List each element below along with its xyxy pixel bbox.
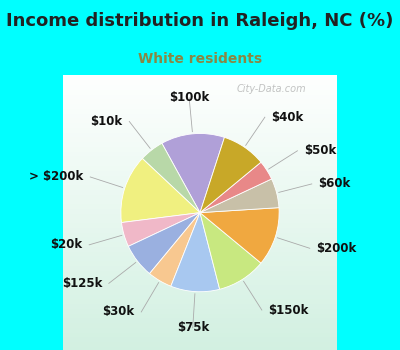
Bar: [19, 341, 381, 346]
Bar: [19, 151, 381, 155]
Wedge shape: [150, 212, 200, 286]
Bar: [19, 284, 381, 289]
Wedge shape: [142, 143, 200, 212]
Bar: [19, 117, 381, 122]
Text: Income distribution in Raleigh, NC (%): Income distribution in Raleigh, NC (%): [6, 12, 394, 30]
Text: $75k: $75k: [177, 321, 209, 334]
Bar: [19, 322, 381, 327]
Wedge shape: [128, 212, 200, 274]
Bar: [19, 79, 381, 84]
Bar: [19, 84, 381, 89]
Text: City-Data.com: City-Data.com: [237, 84, 307, 94]
Wedge shape: [200, 137, 261, 212]
Bar: [19, 303, 381, 308]
Bar: [19, 75, 381, 79]
Bar: [19, 217, 381, 222]
Bar: [19, 184, 381, 189]
Text: $200k: $200k: [316, 242, 356, 255]
Bar: [379, 70, 381, 350]
Bar: [19, 70, 381, 75]
Bar: [19, 198, 381, 203]
Bar: [19, 103, 381, 108]
Bar: [19, 165, 381, 170]
Bar: [19, 70, 21, 350]
Bar: [19, 289, 381, 294]
Text: $20k: $20k: [50, 238, 82, 251]
Bar: [19, 179, 381, 184]
Text: $100k: $100k: [169, 91, 209, 104]
Bar: [19, 160, 381, 165]
Text: $30k: $30k: [102, 306, 135, 318]
Bar: [19, 89, 381, 93]
Text: $40k: $40k: [272, 111, 304, 124]
Bar: [19, 141, 381, 146]
Bar: [19, 136, 381, 141]
Bar: [19, 108, 381, 113]
Bar: [19, 274, 381, 279]
Bar: [19, 222, 381, 227]
Bar: [19, 175, 381, 179]
Bar: [19, 246, 381, 251]
Text: $150k: $150k: [268, 303, 309, 316]
Bar: [19, 170, 381, 175]
Text: $125k: $125k: [62, 277, 102, 290]
Bar: [19, 241, 381, 246]
Text: > $200k: > $200k: [30, 170, 84, 183]
Bar: [19, 317, 381, 322]
Bar: [19, 122, 381, 127]
Wedge shape: [121, 159, 200, 223]
Bar: [19, 294, 381, 298]
Wedge shape: [200, 212, 261, 289]
Bar: [19, 265, 381, 270]
Bar: [19, 332, 381, 336]
Wedge shape: [200, 179, 279, 212]
Bar: [19, 155, 381, 160]
Bar: [19, 279, 381, 284]
Bar: [19, 132, 381, 136]
Wedge shape: [200, 162, 272, 212]
Bar: [19, 189, 381, 194]
Bar: [19, 237, 381, 241]
Text: $60k: $60k: [318, 177, 351, 190]
Bar: [19, 260, 381, 265]
Text: White residents: White residents: [138, 52, 262, 66]
Bar: [19, 232, 381, 237]
Wedge shape: [122, 212, 200, 246]
Bar: [19, 98, 381, 103]
Bar: [19, 336, 381, 341]
Bar: [19, 113, 381, 117]
Wedge shape: [171, 212, 220, 292]
Text: $50k: $50k: [304, 144, 336, 157]
Bar: [19, 212, 381, 217]
Bar: [19, 227, 381, 232]
Bar: [19, 127, 381, 132]
Bar: [19, 308, 381, 313]
Bar: [19, 270, 381, 274]
Bar: [19, 251, 381, 256]
Bar: [19, 346, 381, 350]
Bar: [19, 327, 381, 332]
Bar: [19, 298, 381, 303]
Wedge shape: [162, 133, 224, 212]
Bar: [19, 146, 381, 151]
Bar: [19, 256, 381, 260]
Bar: [19, 203, 381, 208]
Bar: [19, 208, 381, 212]
Wedge shape: [200, 208, 279, 263]
Bar: [19, 93, 381, 98]
Bar: [19, 194, 381, 198]
Bar: [19, 313, 381, 317]
Text: $10k: $10k: [90, 115, 123, 128]
